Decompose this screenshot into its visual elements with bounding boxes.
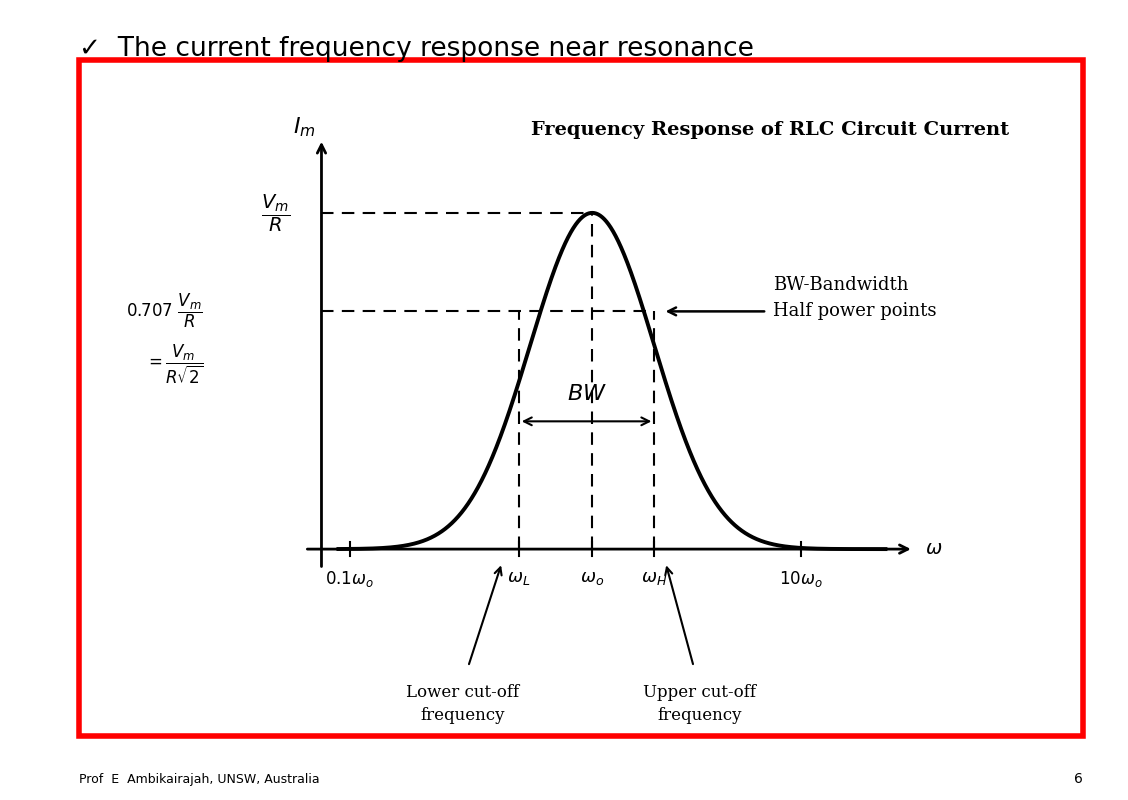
Text: BW-Bandwidth
Half power points: BW-Bandwidth Half power points — [773, 276, 936, 320]
Text: $\omega_L$: $\omega_L$ — [508, 570, 530, 587]
Text: Upper cut-off
frequency: Upper cut-off frequency — [643, 683, 756, 724]
Text: 6: 6 — [1074, 771, 1083, 786]
Text: Lower cut-off
frequency: Lower cut-off frequency — [406, 683, 519, 724]
Text: $\omega$: $\omega$ — [925, 540, 942, 558]
Text: $10\omega_o$: $10\omega_o$ — [779, 570, 822, 590]
Text: $=\dfrac{V_m}{R\sqrt{2}}$: $=\dfrac{V_m}{R\sqrt{2}}$ — [144, 342, 203, 386]
Text: $I_m$: $I_m$ — [293, 115, 316, 139]
Text: $\omega_o$: $\omega_o$ — [580, 570, 605, 587]
Text: $\dfrac{V_m}{R}$: $\dfrac{V_m}{R}$ — [262, 192, 291, 234]
Text: ✓  The current frequency response near resonance: ✓ The current frequency response near re… — [79, 36, 754, 62]
Text: $0.1\omega_o$: $0.1\omega_o$ — [325, 570, 374, 590]
Text: $\omega_H$: $\omega_H$ — [641, 570, 668, 587]
Text: Frequency Response of RLC Circuit Current: Frequency Response of RLC Circuit Curren… — [531, 121, 1008, 139]
Text: $BW$: $BW$ — [566, 382, 607, 405]
Text: Prof  E  Ambikairajah, UNSW, Australia: Prof E Ambikairajah, UNSW, Australia — [79, 773, 319, 786]
Text: $0.707\ \dfrac{V_m}{R}$: $0.707\ \dfrac{V_m}{R}$ — [126, 292, 203, 330]
